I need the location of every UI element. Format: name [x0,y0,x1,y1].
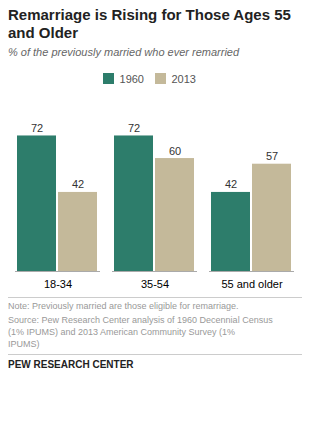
svg-text:57: 57 [266,150,278,162]
svg-text:42: 42 [72,178,84,190]
html-text:Remarriage is Rising for Those: Remarriage is Rising for Those Ages 55 a… [8,6,291,41]
html-text:Source: Pew Research Center an: Source: Pew Research Center analysis of … [8,315,273,349]
svg-text:35-54: 35-54 [141,278,169,290]
html-text:1960: 1960 [119,72,144,85]
svg-text:72: 72 [128,121,140,133]
html-text:% of the previously married wh: % of the previously married who ever rem… [8,46,240,58]
svg-text:72: 72 [31,121,43,133]
html-text:2013: 2013 [171,72,196,85]
html-text:Note: Previously married are t: Note: Previously married are those eligi… [8,300,239,311]
html-text:PEW RESEARCH CENTER: PEW RESEARCH CENTER [8,359,134,371]
svg-text:60: 60 [169,144,181,156]
svg-text:18-34: 18-34 [44,278,72,290]
svg-text:42: 42 [225,178,237,190]
svg-text:55 and older: 55 and older [221,278,282,290]
